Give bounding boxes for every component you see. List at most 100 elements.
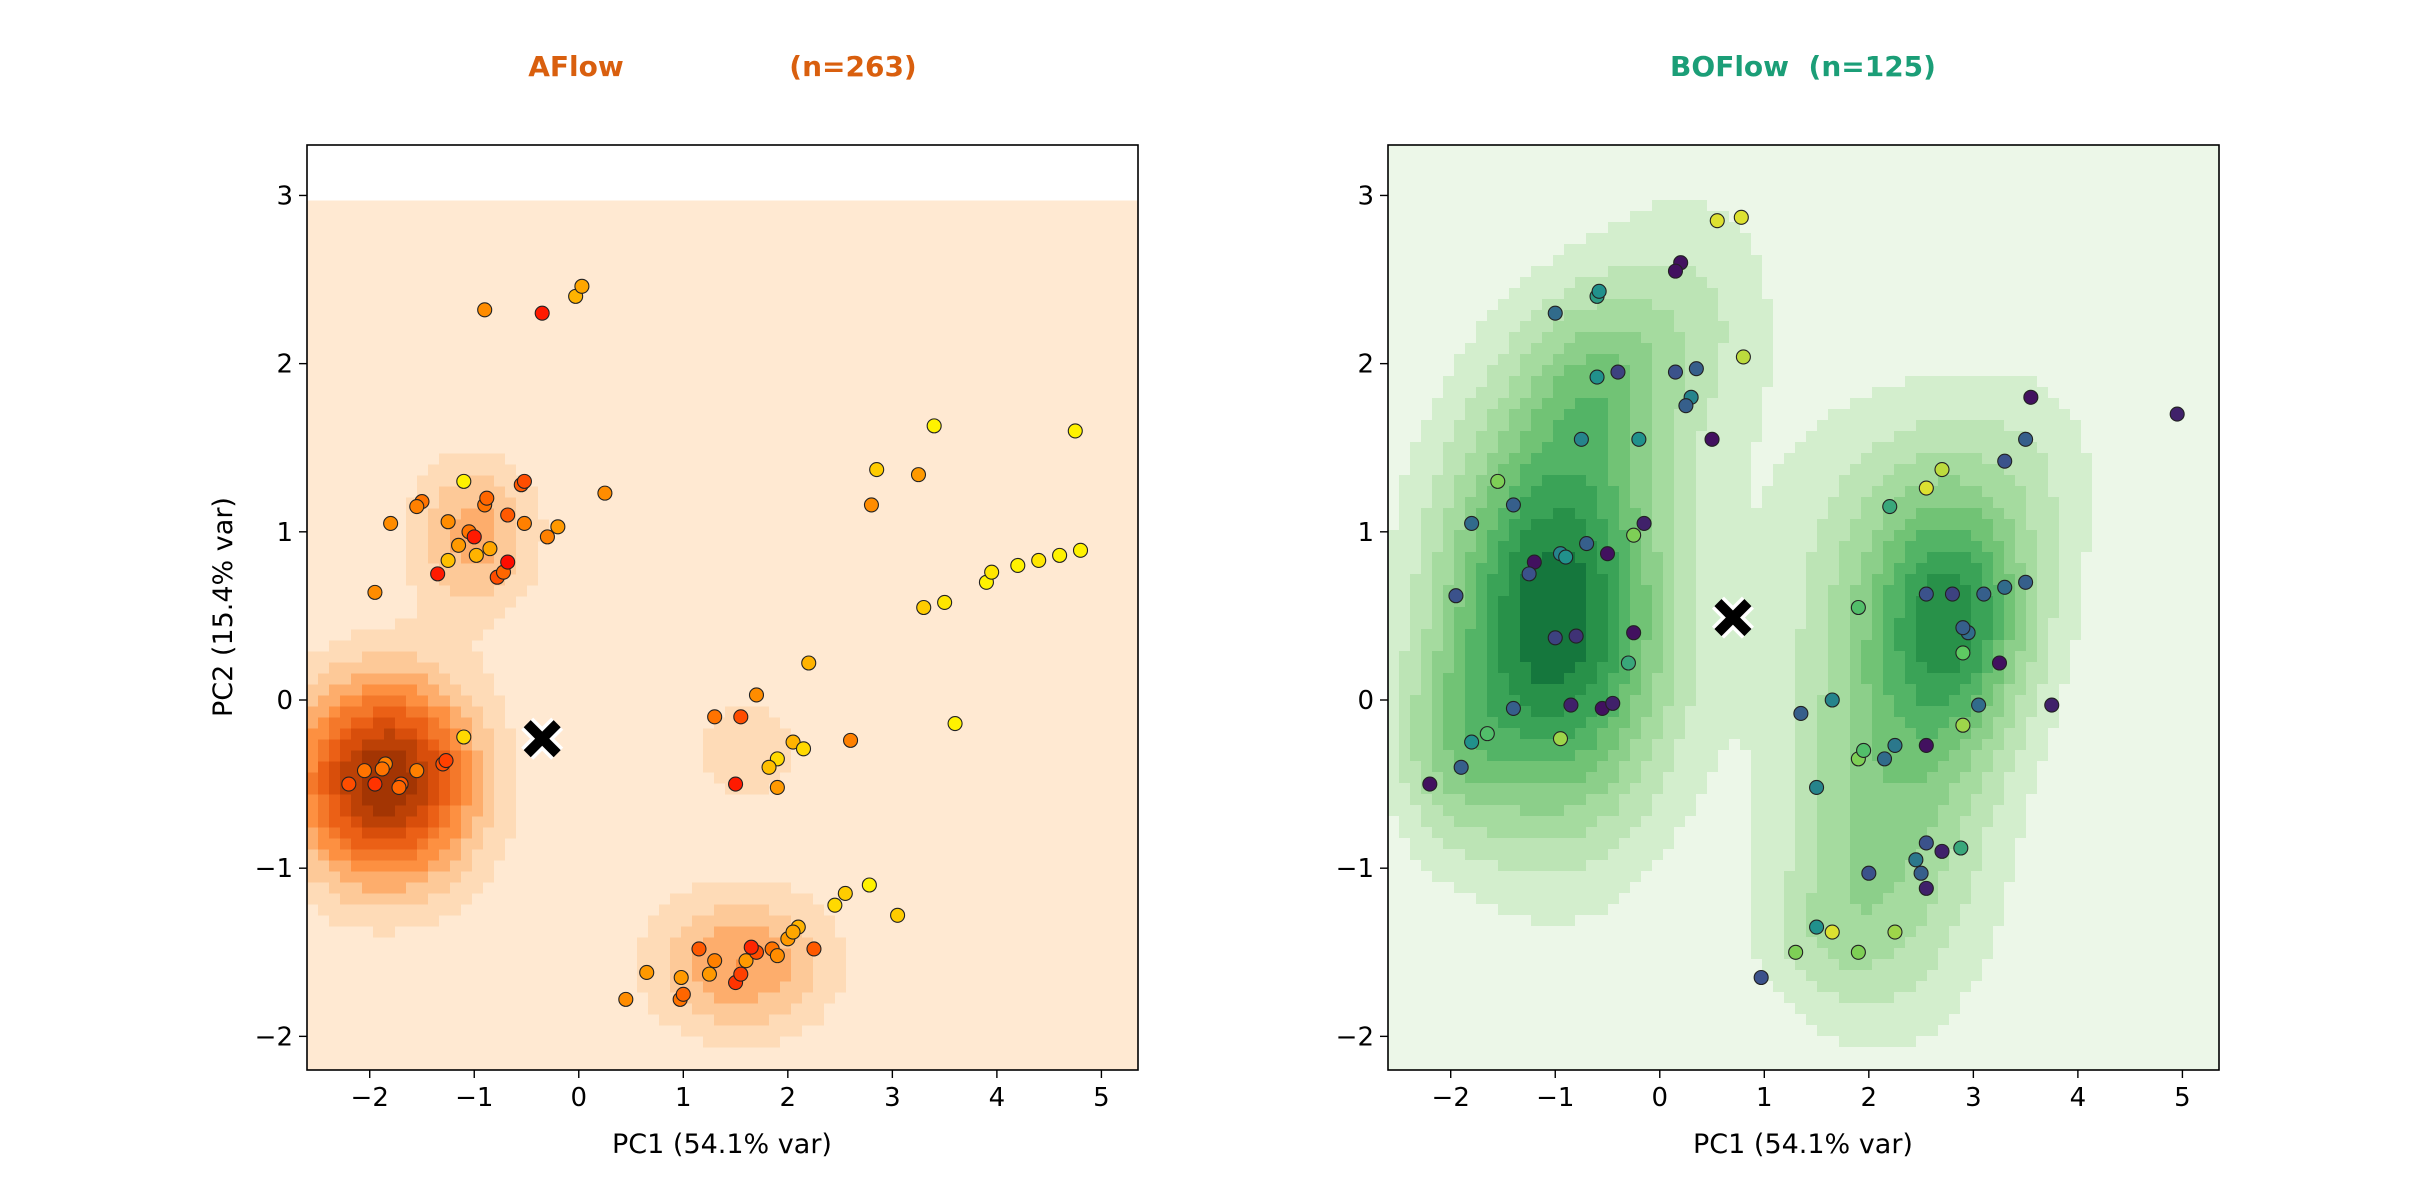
density-cell [505, 574, 517, 586]
density-cell [967, 343, 979, 355]
density-cell [791, 277, 803, 289]
density-cell [373, 860, 385, 872]
density-cell [769, 376, 781, 388]
density-cell [1077, 431, 1089, 443]
density-cell [780, 640, 792, 652]
density-cell [857, 299, 869, 311]
density-cell [1110, 244, 1122, 256]
density-cell [318, 915, 330, 927]
density-cell [406, 442, 418, 454]
density-cell [890, 233, 902, 245]
density-cell [1066, 860, 1078, 872]
density-cell [516, 464, 528, 476]
density-cell [758, 222, 770, 234]
density-cell [1132, 761, 1138, 773]
density-cell [1110, 277, 1122, 289]
density-cell [736, 585, 748, 597]
density-cell [989, 827, 1001, 839]
density-cell [945, 838, 957, 850]
density-cell [637, 849, 649, 861]
density-cell [802, 805, 814, 817]
density-cell [527, 563, 539, 575]
density-cell [780, 585, 792, 597]
density-cell [1055, 244, 1067, 256]
density-cell [1044, 321, 1056, 333]
density-cell [835, 266, 847, 278]
density-cell [483, 739, 495, 751]
density-cell [901, 453, 913, 465]
density-cell [901, 574, 913, 586]
density-cell [1055, 233, 1067, 245]
density-cell [890, 255, 902, 267]
density-cell [1066, 321, 1078, 333]
density-cell [1000, 508, 1012, 520]
density-cell [1044, 255, 1056, 267]
density-cell [813, 398, 825, 410]
density-cell [494, 871, 506, 883]
density-cell [417, 398, 429, 410]
density-cell [725, 475, 737, 487]
density-cell [384, 211, 396, 223]
density-cell [483, 233, 495, 245]
density-cell [857, 640, 869, 652]
density-cell [725, 915, 737, 927]
density-cell [560, 761, 572, 773]
density-cell [593, 332, 605, 344]
density-cell [890, 673, 902, 685]
density-cell [868, 266, 880, 278]
density-cell [637, 739, 649, 751]
density-cell [1022, 651, 1034, 663]
density-cell [648, 618, 660, 630]
density-cell [1022, 244, 1034, 256]
density-cell [1033, 717, 1045, 729]
density-cell [494, 497, 506, 509]
density-cell [769, 211, 781, 223]
density-cell [1132, 794, 1138, 806]
density-cell [681, 431, 693, 443]
density-cell [472, 200, 484, 212]
density-cell [725, 530, 737, 542]
density-cell [1088, 288, 1100, 300]
density-cell [945, 530, 957, 542]
density-cell [483, 321, 495, 333]
density-cell [659, 673, 671, 685]
density-cell [582, 442, 594, 454]
density-cell [901, 662, 913, 674]
density-cell [670, 684, 682, 696]
density-cell [1110, 464, 1122, 476]
density-cell [1044, 332, 1056, 344]
density-cell [1066, 354, 1078, 366]
density-cell [505, 673, 517, 685]
density-cell [912, 607, 924, 619]
density-cell [681, 783, 693, 795]
density-cell [461, 651, 473, 663]
density-cell [615, 673, 627, 685]
density-cell [318, 783, 330, 795]
density-cell [626, 310, 638, 322]
density-cell [1099, 893, 1111, 905]
density-cell [428, 761, 440, 773]
density-cell [989, 673, 1001, 685]
density-cell [362, 662, 374, 674]
density-cell [362, 332, 374, 344]
density-cell [1088, 827, 1100, 839]
density-cell [615, 376, 627, 388]
density-cell [1099, 882, 1111, 894]
density-cell [494, 695, 506, 707]
density-cell [868, 453, 880, 465]
density-cell [769, 244, 781, 256]
density-cell [560, 354, 572, 366]
density-cell [1077, 233, 1089, 245]
density-cell [857, 464, 869, 476]
density-cell [747, 860, 759, 872]
density-cell [648, 585, 660, 597]
density-cell [692, 530, 704, 542]
density-cell [703, 750, 715, 762]
density-cell [1121, 321, 1133, 333]
density-cell [846, 827, 858, 839]
density-cell [791, 244, 803, 256]
density-cell [637, 695, 649, 707]
density-cell [824, 893, 836, 905]
density-cell [1055, 695, 1067, 707]
density-cell [1121, 849, 1133, 861]
